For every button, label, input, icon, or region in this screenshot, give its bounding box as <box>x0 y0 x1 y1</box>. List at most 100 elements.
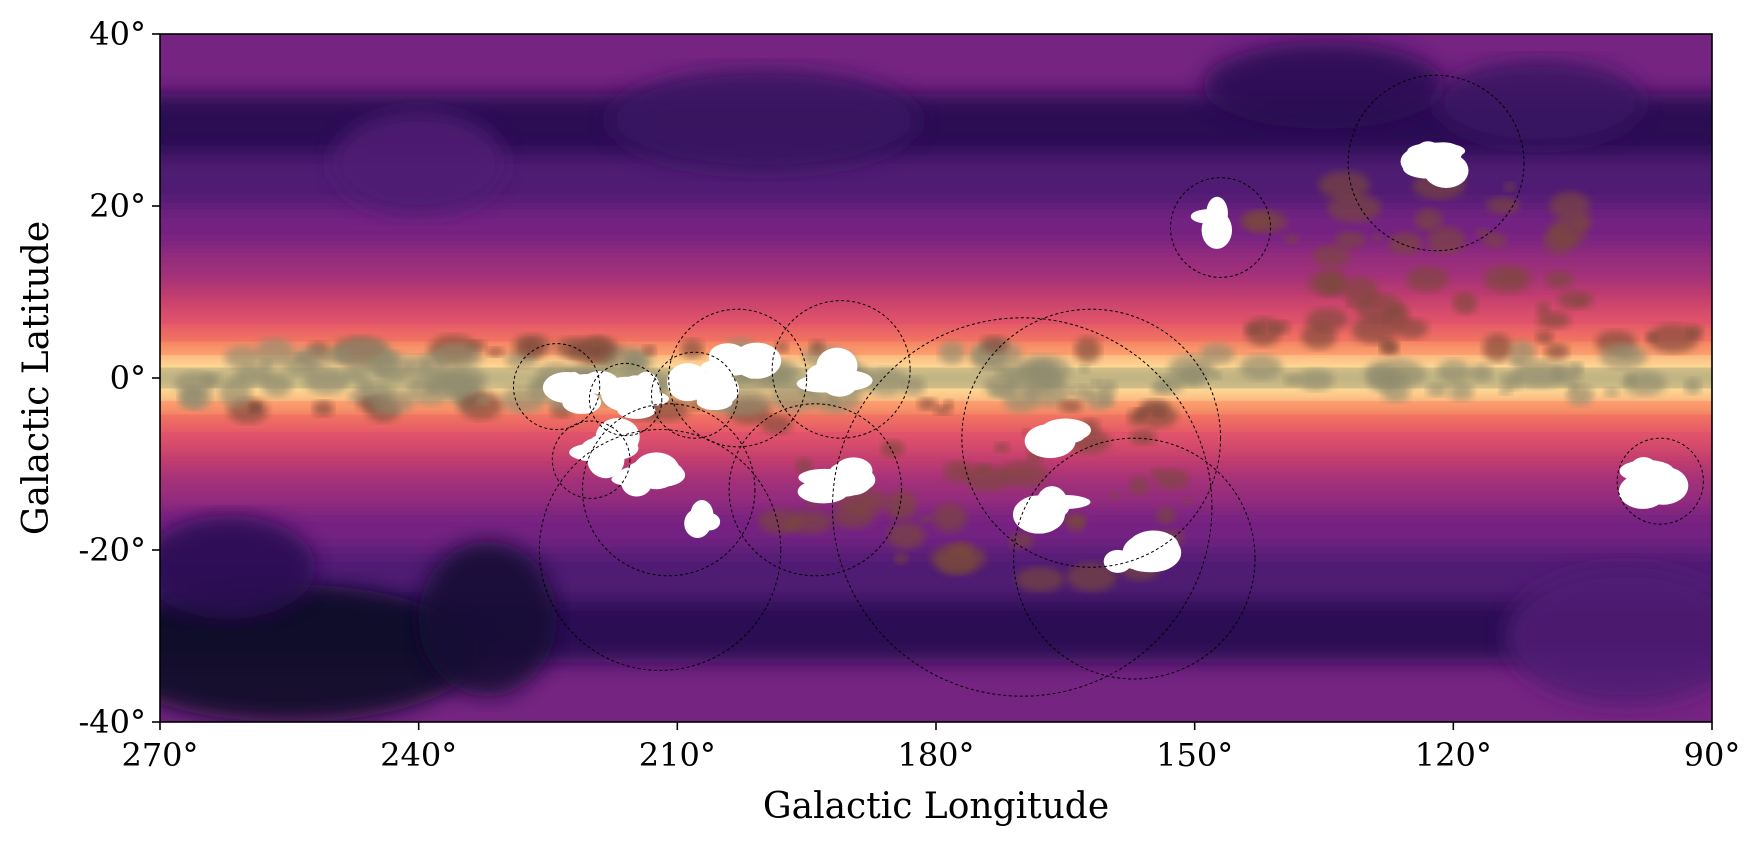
gas-patch <box>1064 515 1087 527</box>
gas-patch <box>1067 387 1075 395</box>
gas-patch <box>200 372 222 387</box>
gas-patch <box>1016 566 1065 592</box>
gas-patch <box>179 387 212 410</box>
gas-patch <box>1448 382 1474 401</box>
gas-patch <box>325 348 352 364</box>
cloud-circle <box>961 308 1222 568</box>
cloud-mask-lobe <box>1400 146 1446 177</box>
y-axis-label: Galactic Latitude <box>16 221 57 535</box>
cloud-mask <box>797 457 876 504</box>
gas-patch <box>368 387 414 415</box>
x-tick-label: 150° <box>1156 736 1233 774</box>
x-tick-label: 240° <box>380 736 457 774</box>
gas-patch <box>975 463 992 474</box>
x-tick-label: 210° <box>639 736 716 774</box>
gas-patch <box>1499 388 1512 396</box>
cloud-mask <box>611 452 686 497</box>
gas-patch <box>581 336 615 364</box>
cloud-mask-lobe <box>670 365 699 399</box>
gas-patch <box>624 352 643 367</box>
cloud-circle <box>581 403 756 577</box>
gas-patch <box>980 335 1009 354</box>
gas-patch <box>642 345 657 357</box>
gas-patch <box>1475 228 1490 237</box>
cloud-mask-lobe <box>708 343 747 370</box>
gas-patch <box>1535 330 1554 345</box>
cloud-circle <box>668 308 808 448</box>
gas-patch <box>1486 197 1520 214</box>
dark-region <box>160 515 316 619</box>
gas-patch <box>864 367 909 396</box>
gas-patch <box>1099 396 1116 407</box>
gas-patch <box>1545 270 1574 289</box>
x-tick-label: 90° <box>1684 736 1741 774</box>
gas-patch <box>1550 363 1582 385</box>
dark-region <box>160 584 479 722</box>
dust-patches <box>160 42 1712 722</box>
gas-patch <box>1129 476 1149 496</box>
gas-patch <box>486 347 505 357</box>
cloud-mask <box>601 371 670 419</box>
gas-patch <box>944 399 954 409</box>
gas-patch <box>994 442 1010 453</box>
gas-patch <box>1426 383 1449 397</box>
gas-patch <box>294 346 333 369</box>
gas-patch <box>372 352 413 383</box>
cloud-mask-lobe <box>796 375 849 393</box>
gas-patch <box>1452 291 1478 315</box>
y-tick-label: 40° <box>89 15 146 53</box>
gas-patch <box>809 339 825 355</box>
gas-patch <box>1318 171 1370 200</box>
cloud-mask <box>1103 530 1182 573</box>
gas-patch <box>1383 369 1409 388</box>
cloud-circle <box>650 351 739 439</box>
gas-patch <box>893 552 909 565</box>
cloud-mask-lobe <box>696 394 733 411</box>
cloud-mask <box>1024 418 1092 459</box>
cloud-circle <box>1013 437 1256 680</box>
gas-patch <box>219 376 252 408</box>
gas-patch <box>1153 410 1166 418</box>
gas-patch <box>885 490 918 520</box>
gas-patch <box>1009 532 1034 549</box>
cloud-mask <box>796 347 873 397</box>
gas-patch <box>256 337 295 368</box>
gas-patch <box>795 458 813 474</box>
gas-patch <box>1381 384 1410 403</box>
gas-patch <box>1543 226 1575 255</box>
cloud-mask <box>700 342 782 379</box>
gas-patch <box>1074 336 1101 363</box>
gas-patch <box>1437 359 1471 384</box>
gas-patch <box>1428 226 1465 254</box>
cloud-mask-lobe <box>832 463 874 496</box>
gas-patch <box>1351 315 1399 344</box>
gas-patch <box>1168 354 1215 383</box>
gas-patch <box>760 414 792 434</box>
cloud-circle <box>832 317 1213 697</box>
cloud-mask-lobe <box>632 452 680 490</box>
gas-patch <box>1388 232 1423 255</box>
cloud-circle <box>588 362 663 437</box>
gas-patch <box>1536 311 1571 329</box>
x-tick-label: 120° <box>1415 736 1492 774</box>
gas-patch <box>775 341 789 354</box>
gas-patch <box>406 373 455 405</box>
gas-patch <box>1544 343 1569 360</box>
gas-patch <box>881 440 904 458</box>
gas-patch <box>1156 506 1176 525</box>
cloud-circle <box>1170 177 1272 278</box>
cloud-masks <box>542 141 1689 573</box>
cloud-circles <box>513 74 1704 697</box>
gas-patch <box>1557 291 1594 310</box>
cloud-circle <box>513 343 601 431</box>
dark-region <box>608 68 919 172</box>
gas-patch <box>680 339 704 359</box>
cloud-mask-lobe <box>630 391 670 407</box>
gas-patch <box>312 400 334 417</box>
gas-patch <box>304 367 350 395</box>
gas-patch <box>901 376 926 396</box>
gas-patch <box>1306 308 1349 332</box>
gas-patch <box>1183 497 1194 505</box>
